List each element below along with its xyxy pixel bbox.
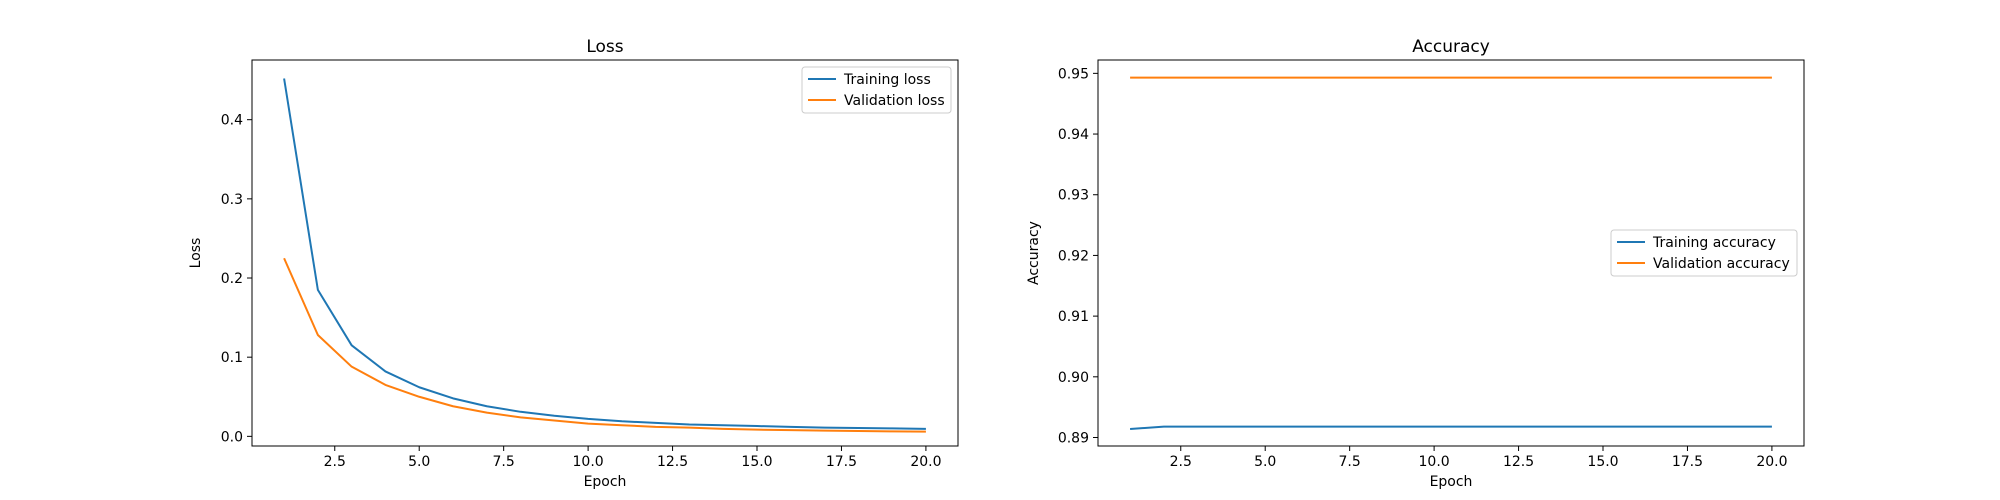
series-line-1-0 <box>1130 425 1772 431</box>
y-tick-label: 0.91 <box>1058 309 1089 325</box>
y-tick-label: 0.93 <box>1058 188 1089 204</box>
x-tick-label: 17.5 <box>826 454 857 470</box>
y-tick-label: 0.94 <box>1058 127 1089 143</box>
x-tick-label: 2.5 <box>324 454 346 470</box>
x-tick-label: 15.0 <box>1587 454 1618 470</box>
x-tick-label: 17.5 <box>1672 454 1703 470</box>
x-tick-label: 20.0 <box>910 454 941 470</box>
legend: Training accuracy Validation accuracy <box>1610 229 1798 277</box>
y-axis-label: Loss <box>188 238 204 269</box>
y-tick-label: 0.2 <box>221 271 243 287</box>
y-tick-label: 0.95 <box>1058 66 1089 82</box>
x-tick-label: 10.0 <box>573 454 604 470</box>
y-tick-label: 0.4 <box>221 113 243 129</box>
x-tick-label: 5.0 <box>1254 454 1276 470</box>
legend-entry: Validation loss <box>844 93 945 109</box>
y-tick-label: 0.89 <box>1058 431 1089 447</box>
x-tick-label: 12.5 <box>1503 454 1534 470</box>
chart-title: Accuracy <box>1412 37 1490 57</box>
x-axis-label: Epoch <box>1430 474 1473 490</box>
x-tick-label: 20.0 <box>1756 454 1787 470</box>
x-tick-label: 7.5 <box>1339 454 1361 470</box>
x-tick-label: 7.5 <box>493 454 515 470</box>
y-tick-label: 0.90 <box>1058 370 1089 386</box>
y-tick-label: 0.92 <box>1058 248 1089 264</box>
legend-box <box>801 66 952 114</box>
x-tick-label: 2.5 <box>1170 454 1192 470</box>
legend-entry: Validation accuracy <box>1653 256 1790 272</box>
plot-frame <box>251 59 959 447</box>
series-line-0-1 <box>283 257 926 433</box>
legend-entry: Training accuracy <box>1652 235 1776 251</box>
x-tick-label: 12.5 <box>657 454 688 470</box>
x-tick-label: 10.0 <box>1419 454 1450 470</box>
legend-box <box>1610 229 1798 277</box>
x-tick-label: 15.0 <box>741 454 772 470</box>
chart-0: 2.5 5.0 7.5 10.0 12.5 15.0 17.5 20.0 0.0 0.1 0.2 0.… <box>188 37 959 490</box>
legend-entry: Training loss <box>843 72 931 88</box>
y-tick-label: 0.1 <box>221 350 243 366</box>
chart-1: 2.5 5.0 7.5 10.0 12.5 15.0 17.5 20.0 0.89 0.90 0.9… <box>1026 37 1805 490</box>
legend: Training loss Validation loss <box>801 66 952 114</box>
x-axis-label: Epoch <box>584 474 627 490</box>
series-line-0-0 <box>283 78 926 430</box>
y-tick-label: 0.3 <box>221 192 243 208</box>
y-axis-label: Accuracy <box>1026 221 1042 285</box>
plot-frame <box>1097 59 1805 447</box>
x-tick-label: 5.0 <box>408 454 430 470</box>
chart-title: Loss <box>586 37 623 57</box>
y-tick-label: 0.0 <box>221 429 243 445</box>
